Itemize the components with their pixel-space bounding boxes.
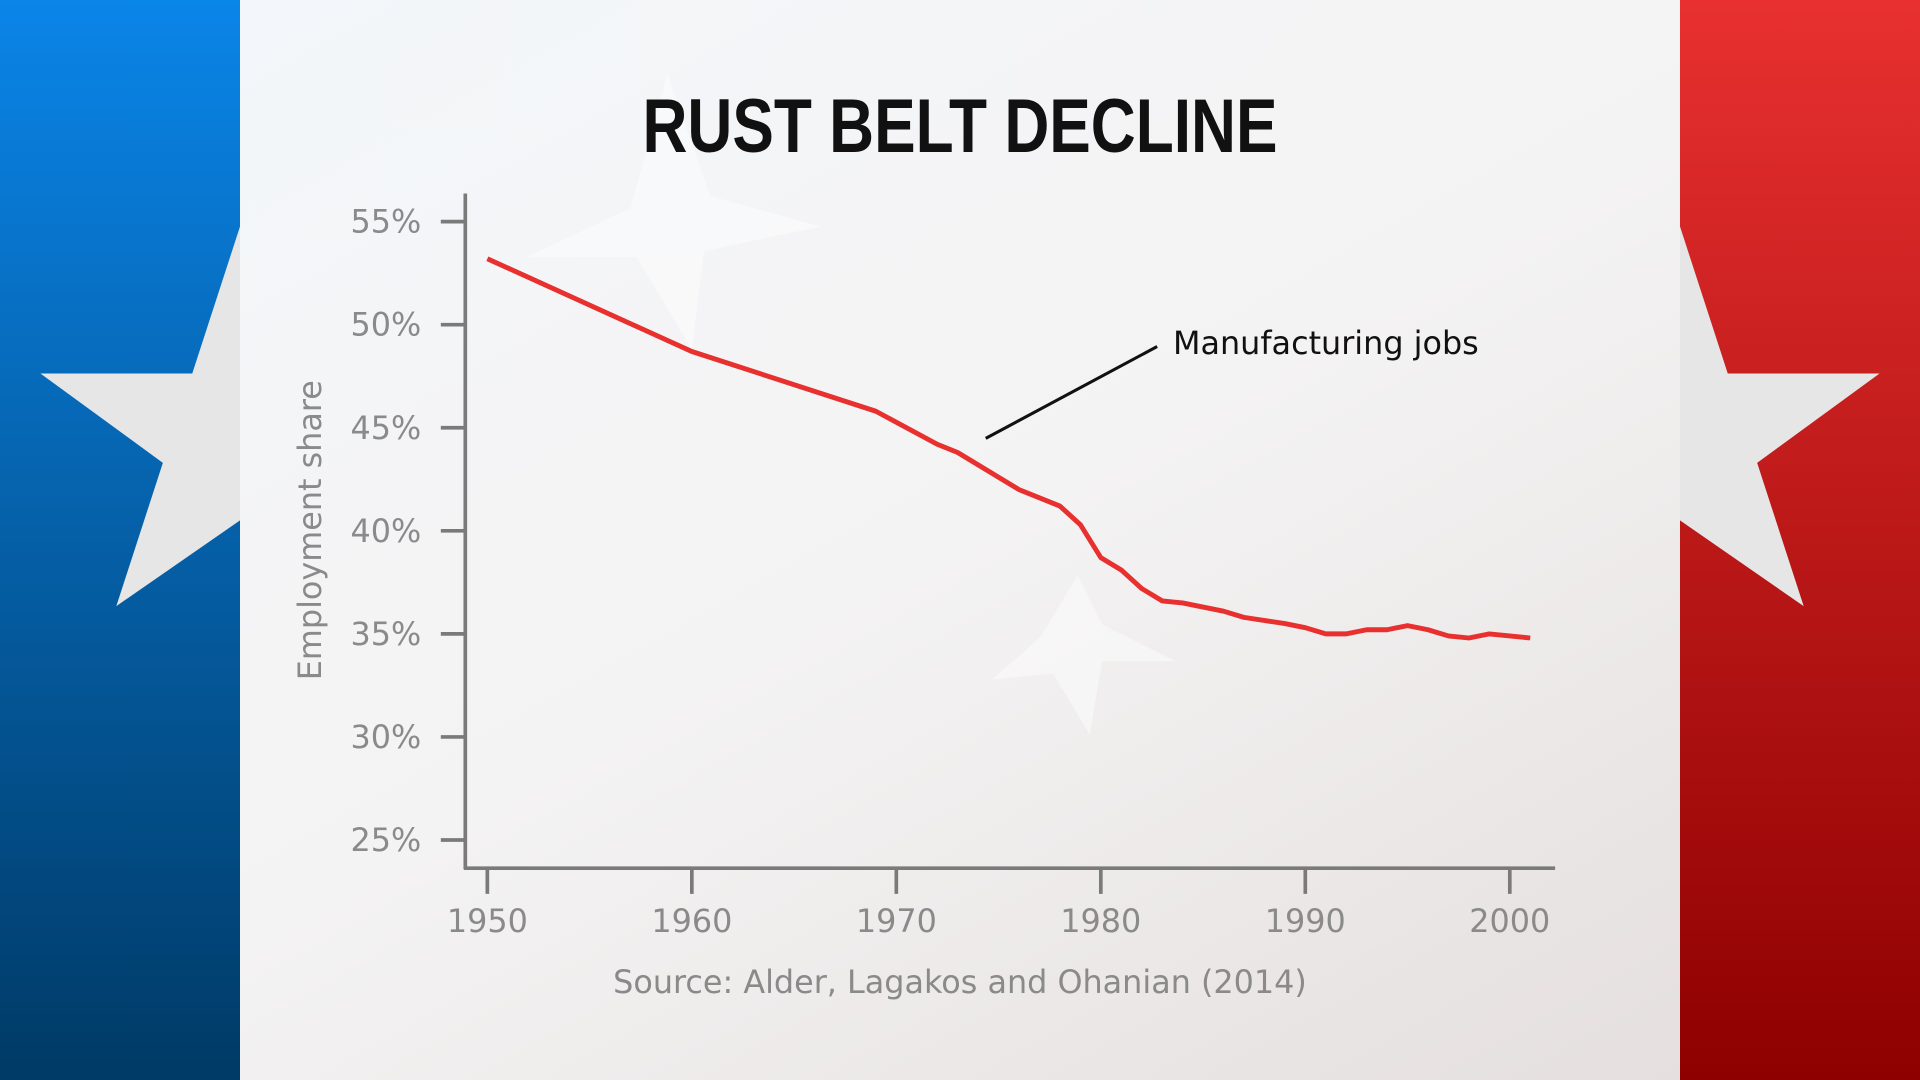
right-star-icon [1680,226,1880,607]
x-tick-label: 1960 [651,902,732,940]
x-tick-label: 1980 [1060,902,1141,940]
source-note: Source: Alder, Lagakos and Ohanian (2014… [613,963,1307,1001]
series [486,256,1531,641]
x-tick-label: 1970 [856,902,937,940]
y-tick-label: 45% [350,409,421,447]
y-axis-label: Employment share [291,380,329,680]
left-star-icon [40,226,240,607]
background-stars [526,73,1176,735]
x-tick-label: 1950 [447,902,528,940]
y-tick-label: 25% [350,821,421,859]
y-tick-label: 50% [350,306,421,344]
chart-title: RUST BELT DECLINE [642,83,1277,168]
y-tick-label: 30% [350,718,421,756]
ticks: 25% 30% 35% 40% 45% 50% 55% 1950 1960 1970 1980 199… [350,203,1550,940]
y-tick-label: 55% [350,203,421,241]
y-tick-label: 40% [350,512,421,550]
annotation-label: Manufacturing jobs [1173,324,1479,362]
x-tick-label: 2000 [1469,902,1550,940]
y-tick-label: 35% [350,615,421,653]
x-tick-label: 1990 [1265,902,1346,940]
series-line-manufacturing-jobs [486,256,1531,641]
annotation-leader-line [984,345,1158,440]
